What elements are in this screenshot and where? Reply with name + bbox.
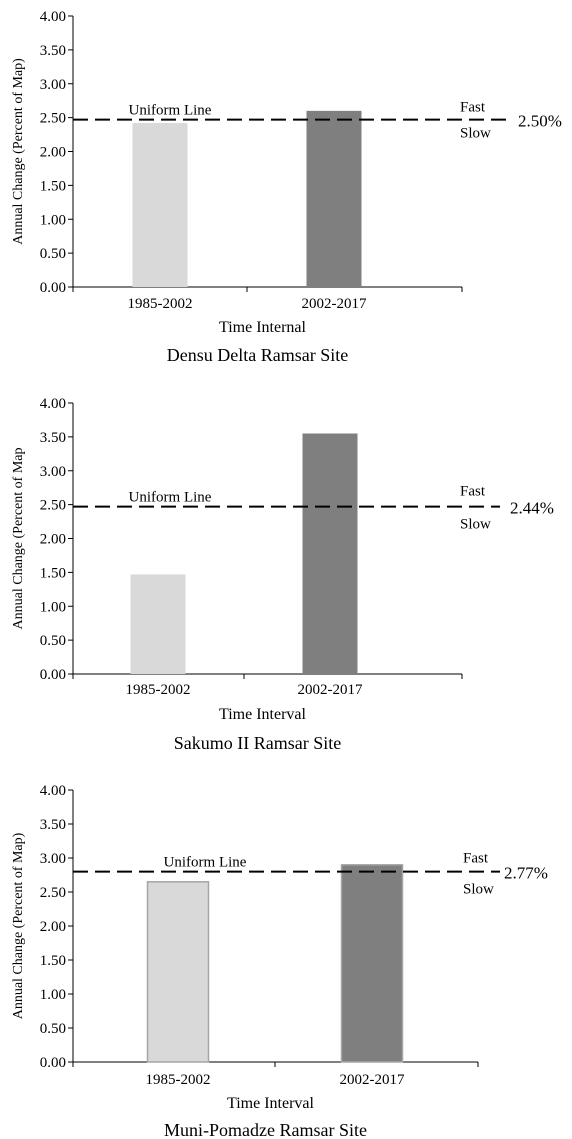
- chart1-title: Densu Delta Ramsar Site: [167, 345, 348, 365]
- chart2-y-tick-label: 3.50: [40, 430, 66, 446]
- chart3-title: Muni-Pomadze Ramsar Site: [164, 1120, 367, 1139]
- chart1-bar-1: [132, 123, 188, 287]
- chart3-y-tick-label: 4.00: [40, 783, 66, 799]
- chart1-y-tick-label: 3.50: [40, 43, 66, 59]
- chart2-y-tick-label: 3.00: [40, 464, 66, 480]
- chart1-x-tick-label: 2002-2017: [302, 296, 367, 312]
- chart2-y-tick-label: 0.50: [40, 633, 66, 649]
- chart2-x-tick-label: 1985-2002: [126, 682, 191, 698]
- chart3-uniform-value-label: 2.77%: [504, 864, 548, 883]
- chart1-uniform-line-label: Uniform Line: [129, 103, 212, 119]
- chart2-y-tick-label: 1.00: [40, 599, 66, 615]
- chart2-y-tick-label: 4.00: [40, 396, 66, 412]
- chart3-x-tick-label: 2002-2017: [340, 1072, 405, 1088]
- chart3-y-tick-label: 2.50: [40, 885, 66, 901]
- chart3-y-tick-label: 3.00: [40, 851, 66, 867]
- chart2-y-tick-label: 0.00: [40, 667, 66, 683]
- chart2-y-tick-label: 2.50: [40, 498, 66, 514]
- chart3-y-tick-label: 0.00: [40, 1055, 66, 1071]
- chart1-uniform-value-label: 2.50%: [518, 112, 562, 131]
- chart3-x-axis-label: Time Interval: [227, 1095, 315, 1112]
- chart3-y-axis-label: Annual Change (Percent of Map): [11, 832, 26, 1019]
- chart2-y-axis-label: Annual Change (Percent of Map: [11, 448, 26, 630]
- chart3-fast-label: Fast: [463, 851, 489, 867]
- chart2-bar-2: [302, 433, 358, 674]
- chart2-x-axis-label: Time Interval: [219, 706, 307, 723]
- chart3-y-tick-label: 3.50: [40, 817, 66, 833]
- chart3-bar-1: [146, 881, 210, 1063]
- chart1-y-tick-label: 4.00: [40, 9, 66, 25]
- chart1-fast-label: Fast: [460, 100, 486, 116]
- chart2-fast-label: Fast: [460, 484, 486, 500]
- chart2-bar-1: [130, 574, 186, 674]
- chart2-uniform-line-label: Uniform Line: [129, 490, 212, 506]
- chart3-y-tick-label: 1.50: [40, 953, 66, 969]
- chart2-uniform-value-label: 2.44%: [510, 499, 554, 518]
- chart1-y-axis-label: Annual Change (Percent of Map): [11, 58, 26, 245]
- chart3-x-tick-label: 1985-2002: [146, 1072, 211, 1088]
- chart1-y-tick-label: 1.00: [40, 212, 66, 228]
- chart2-slow-label: Slow: [460, 517, 491, 533]
- chart3-y-tick-label: 1.00: [40, 987, 66, 1003]
- chart1-y-tick-label: 3.00: [40, 77, 66, 93]
- chart1-bar-2: [306, 110, 362, 287]
- chart1-y-tick-label: 2.00: [40, 145, 66, 161]
- chart1-y-tick-label: 0.50: [40, 246, 66, 262]
- chart2-y-tick-label: 2.00: [40, 532, 66, 548]
- chart2-y-tick-label: 1.50: [40, 565, 66, 581]
- chart1-x-tick-label: 1985-2002: [128, 296, 193, 312]
- chart3-uniform-line-label: Uniform Line: [164, 855, 247, 871]
- chart2-x-tick-label: 2002-2017: [298, 682, 363, 698]
- chart3-bar-2: [340, 864, 404, 1063]
- chart1-slow-label: Slow: [460, 126, 491, 142]
- chart3-slow-label: Slow: [463, 882, 494, 898]
- chart1-x-axis-label: Time Internal: [219, 319, 307, 336]
- chart1-y-tick-label: 2.50: [40, 111, 66, 127]
- chart3-y-tick-label: 2.00: [40, 919, 66, 935]
- chart2-title: Sakumo II Ramsar Site: [174, 733, 341, 753]
- chart1-y-tick-label: 1.50: [40, 178, 66, 194]
- chart3-y-tick-label: 0.50: [40, 1021, 66, 1037]
- chart1-y-tick-label: 0.00: [40, 280, 66, 296]
